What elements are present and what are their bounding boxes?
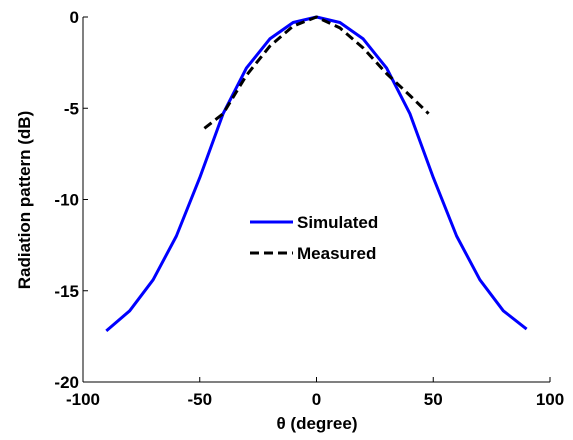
x-tick-label: 100: [536, 390, 564, 409]
legend-label-simulated: Simulated: [297, 213, 378, 232]
x-tick-label: 0: [312, 390, 321, 409]
y-axis-ticks: -20 -15 -10 -5 0: [54, 8, 88, 392]
legend: Simulated Measured: [250, 213, 378, 263]
x-tick-label: -100: [66, 390, 100, 409]
y-axis-label: Radiation pattern (dB): [15, 111, 34, 290]
y-tick-label: -10: [54, 191, 79, 210]
y-tick-label: -20: [54, 373, 79, 392]
y-tick-label: 0: [70, 8, 79, 27]
y-tick-label: -15: [54, 282, 79, 301]
legend-label-measured: Measured: [297, 244, 376, 263]
y-tick-label: -5: [64, 99, 79, 118]
x-axis-label: θ (degree): [277, 414, 358, 433]
x-tick-label: -50: [187, 390, 212, 409]
x-tick-label: 50: [424, 390, 443, 409]
series-line-measured: [203, 15, 430, 130]
x-axis-ticks: -100 -50 0 50 100: [66, 377, 564, 409]
series-layer: [105, 15, 528, 333]
